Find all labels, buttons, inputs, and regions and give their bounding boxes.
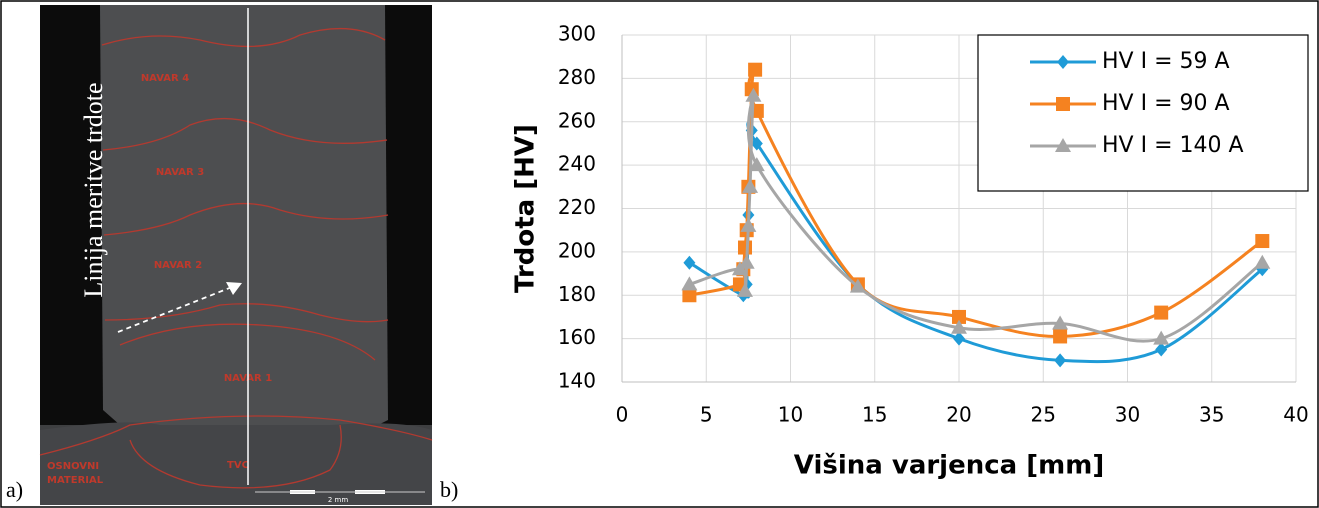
chart: 140 160 180 200 220 240 260 280 300 0 5 10 15 20 25 30 3… xyxy=(511,22,1309,481)
marker xyxy=(739,255,755,269)
x-tick-label: 40 xyxy=(1283,403,1308,427)
y-tick-label: 280 xyxy=(558,65,596,89)
y-tick-label: 240 xyxy=(558,152,596,176)
y-tick-label: 200 xyxy=(558,238,596,262)
y-axis-title: Trdota [HV] xyxy=(511,124,541,293)
x-tick-label: 20 xyxy=(946,403,971,427)
marker xyxy=(738,241,752,255)
x-tick-label: 0 xyxy=(616,403,629,427)
x-axis-title: Višina varjenca [mm] xyxy=(794,451,1104,481)
y-tick-label: 140 xyxy=(558,369,596,393)
x-tick-label: 25 xyxy=(1031,403,1056,427)
zone-label: MATERIAL xyxy=(47,475,104,486)
legend-label: HV I = 59 A xyxy=(1102,49,1230,74)
y-tick-label: 300 xyxy=(558,22,596,46)
x-tick-label: 15 xyxy=(862,403,887,427)
marker xyxy=(1255,234,1269,248)
zone-label: OSNOVNI xyxy=(47,461,99,472)
y-tick-label: 220 xyxy=(558,195,596,219)
legend-label: HV I = 140 A xyxy=(1102,133,1244,158)
x-tick-label: 35 xyxy=(1199,403,1224,427)
marker xyxy=(1053,329,1067,343)
x-tick-label: 30 xyxy=(1115,403,1140,427)
zone-label: NAVAR 3 xyxy=(156,167,204,178)
weld xyxy=(100,5,388,425)
marker xyxy=(1254,255,1270,269)
line-label: Linija meritve trdote xyxy=(79,82,108,297)
marker xyxy=(1154,306,1168,320)
marker xyxy=(748,63,762,77)
scale-label: 2 mm xyxy=(328,496,348,504)
photo: NAVAR 4 NAVAR 3 NAVAR 2 NAVAR 1 TVC OSNO… xyxy=(40,5,432,505)
marker xyxy=(1056,97,1070,111)
zone-label: NAVAR 2 xyxy=(154,260,202,271)
panel-label: b) xyxy=(440,477,458,502)
page: NAVAR 4 NAVAR 3 NAVAR 2 NAVAR 1 TVC OSNO… xyxy=(0,0,1319,508)
legend-label: HV I = 90 A xyxy=(1102,91,1230,116)
figure: NAVAR 4 NAVAR 3 NAVAR 2 NAVAR 1 TVC OSNO… xyxy=(0,0,1319,508)
marker xyxy=(1054,353,1066,367)
zone-label: NAVAR 4 xyxy=(141,73,189,84)
y-tick-label: 160 xyxy=(558,325,596,349)
panel-label: a) xyxy=(6,477,23,502)
legend: HV I = 59 A HV I = 90 A HV I = 140 A xyxy=(978,35,1308,191)
x-tick-label: 10 xyxy=(778,403,803,427)
y-tick-label: 180 xyxy=(558,282,596,306)
zone-label: TVC xyxy=(227,460,249,471)
x-tick-label: 5 xyxy=(700,403,713,427)
y-tick-label: 260 xyxy=(558,108,596,132)
marker xyxy=(683,256,695,270)
